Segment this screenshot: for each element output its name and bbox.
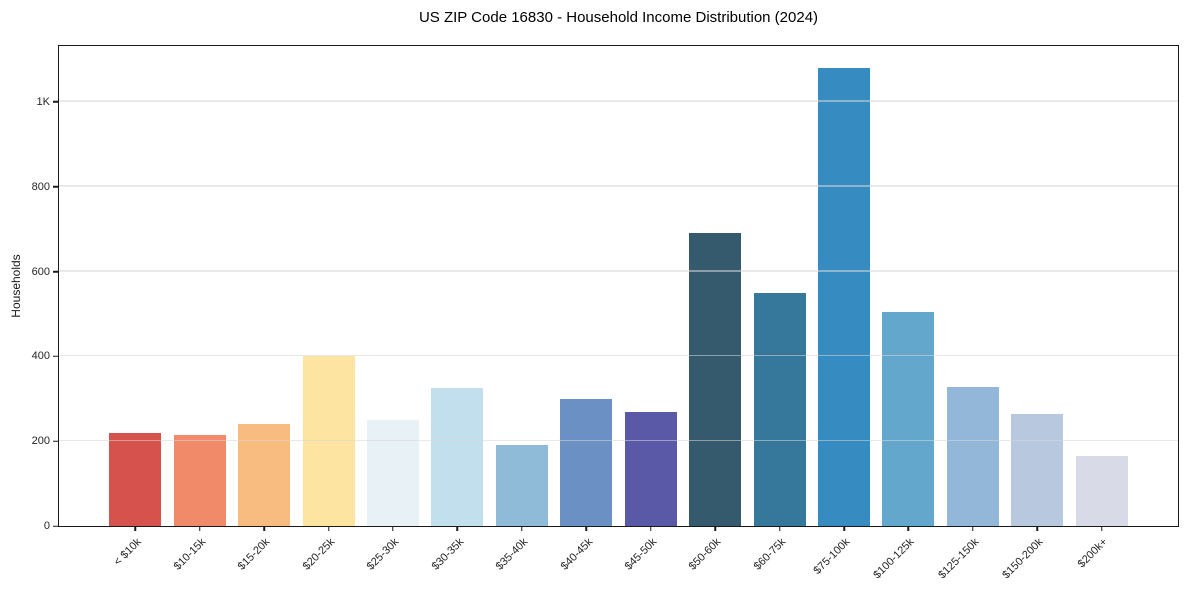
bar [818,68,871,526]
x-tick-label: $125-150k [936,536,982,582]
bar-slot: $150-200k [1001,46,1069,581]
x-axis-tick [585,526,588,531]
y-tick-label: 600 [31,265,50,278]
gridline [59,185,1178,187]
x-axis-tick [134,526,136,531]
x-axis-tick [843,526,845,531]
bar-slot: $60-75k [747,46,811,573]
x-tick-label: $30-35k [429,536,466,573]
bar [624,411,677,526]
x-tick-label: $35-40k [493,536,531,573]
y-axis-tick [53,270,59,273]
x-axis-tick [198,526,201,531]
bar-slot: $45-50k [619,46,683,573]
y-tick-label: 0 [43,520,50,532]
bar-slot: $10-15k [167,46,231,573]
x-axis-tick [778,526,781,531]
bar-slot: $25-30k [361,46,425,573]
x-tick-label: $40-45k [558,536,595,573]
x-axis-tick [649,526,652,531]
y-axis-label: Households [9,254,23,318]
bar [882,311,935,526]
bar [1011,413,1064,526]
y-axis-tick [53,355,59,358]
gridline [59,100,1178,102]
bar [946,386,999,526]
y-axis-tick [53,525,59,527]
x-tick-label: $25-30k [364,536,402,573]
bar-slot: $125-150k [936,46,1005,581]
x-axis-tick [1036,526,1039,531]
bar [689,233,742,526]
bar-slot: $100-125k [872,46,940,581]
bars-container: < $10k $10-15k $15-20k $20-25k $25-30k $30-35… [59,46,1178,581]
gridline [59,354,1178,357]
y-tick-label: 200 [31,435,50,448]
bar [366,420,419,526]
x-tick-label: $150-200k [1000,536,1046,582]
bar [1075,456,1128,526]
bar-slot: $30-35k [425,46,489,573]
bar [560,398,613,526]
gridline [59,270,1178,272]
x-axis-tick [1101,526,1103,531]
bar-slot: $50-60k [683,46,747,573]
bar-slot: < $10k [103,46,167,568]
bar [431,388,484,526]
x-axis-tick [714,526,716,531]
x-axis-tick [907,526,910,531]
bar [173,434,226,526]
x-axis-tick [972,526,974,531]
bar-slot: $40-45k [554,46,618,573]
bar [109,432,162,526]
y-tick-label: 1K [36,95,50,108]
x-axis-tick [327,526,330,531]
y-tick-label: 400 [31,350,50,363]
bar [753,292,806,526]
bar-slot: $200k+ [1070,46,1134,570]
x-axis-tick [263,526,265,531]
x-tick-label: $45-50k [622,536,660,573]
y-axis-tick [53,101,59,103]
bar-slot: $15-20k [232,46,296,573]
x-axis-tick [392,526,394,531]
bar [495,445,548,526]
x-tick-label: $20-25k [300,536,338,573]
y-tick-label: 800 [31,180,50,193]
y-axis-tick [53,186,59,188]
x-tick-label: $50-60k [687,536,724,573]
x-tick-label: $60-75k [751,536,789,573]
x-tick-label: < $10k [111,536,144,569]
bar-slot: $75-100k [812,46,876,577]
x-axis-tick [456,526,459,531]
x-tick-label: $100-125k [871,536,917,582]
gridline [59,439,1178,442]
plot-area: < $10k $10-15k $15-20k $20-25k $25-30k $30-35… [32,45,1179,581]
bar-slot: $35-40k [490,46,554,573]
x-tick-label: $75-100k [811,536,853,577]
x-axis-tick [521,526,523,531]
y-axis-tick [53,440,59,442]
x-tick-label: $10-15k [171,536,209,573]
x-tick-label: $15-20k [235,536,273,573]
x-tick-label: $200k+ [1076,536,1111,571]
chart-title: US ZIP Code 16830 - Household Income Dis… [418,9,819,26]
bar-slot: $20-25k [296,46,360,573]
